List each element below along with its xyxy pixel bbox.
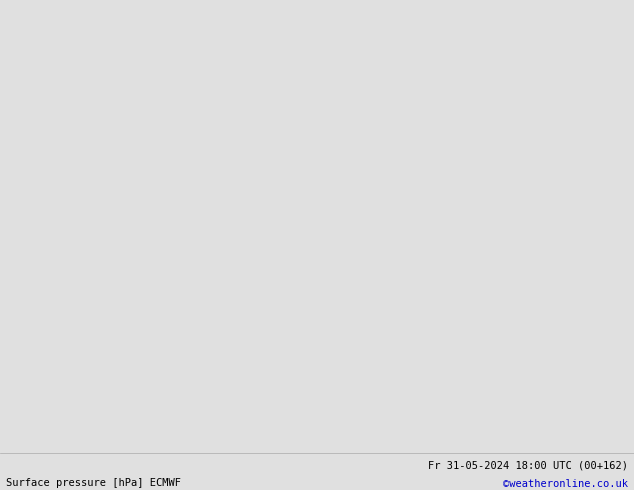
Text: ©weatheronline.co.uk: ©weatheronline.co.uk (503, 479, 628, 489)
Text: Fr 31-05-2024 18:00 UTC (00+162): Fr 31-05-2024 18:00 UTC (00+162) (428, 461, 628, 470)
Text: Surface pressure [hPa] ECMWF: Surface pressure [hPa] ECMWF (6, 478, 181, 488)
